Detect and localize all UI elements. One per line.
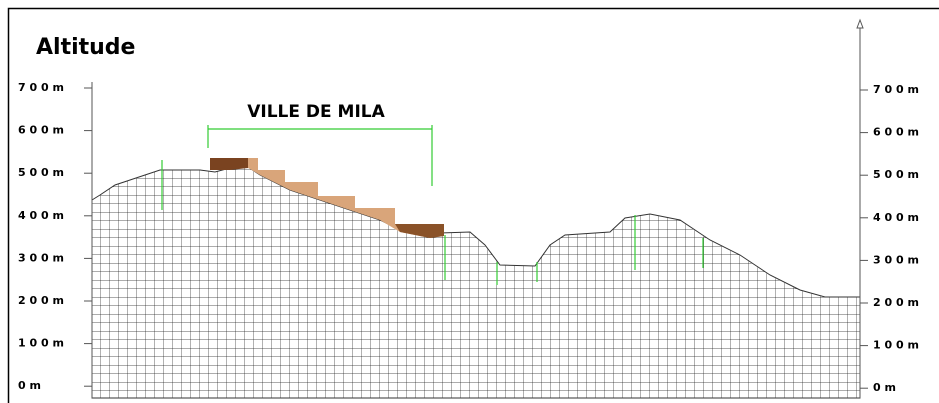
- left-tick-label: 6 0 0 m: [18, 124, 64, 137]
- right-tick-label: 1 0 0 m: [873, 339, 919, 352]
- right-tick-label: 7 0 0 m: [873, 83, 919, 96]
- town-label: VILLE DE MILA: [247, 102, 385, 122]
- left-tick-label: 4 0 0 m: [18, 209, 64, 222]
- right-tick-label: 5 0 0 m: [873, 168, 919, 181]
- right-tick-label: 4 0 0 m: [873, 211, 919, 224]
- title: Altitude: [36, 35, 135, 60]
- right-tick-label: 0 m: [873, 381, 896, 394]
- right-tick-label: 2 0 0 m: [873, 296, 919, 309]
- right-tick-label: 6 0 0 m: [873, 126, 919, 139]
- left-tick-label: 5 0 0 m: [18, 166, 64, 179]
- left-tick-label: 1 0 0 m: [18, 337, 64, 350]
- left-tick-label: 2 0 0 m: [18, 294, 64, 307]
- page: Altitude VILLE DE MILA 7 0 0 m 6 0 0 m 5 0…: [0, 0, 939, 403]
- right-tick-label: 3 0 0 m: [873, 253, 919, 266]
- left-tick-label: 0 m: [18, 379, 41, 392]
- left-tick-label: 3 0 0 m: [18, 251, 64, 264]
- altitude-profile: Altitude VILLE DE MILA 7 0 0 m 6 0 0 m 5 0…: [0, 0, 939, 403]
- left-tick-label: 7 0 0 m: [18, 81, 64, 94]
